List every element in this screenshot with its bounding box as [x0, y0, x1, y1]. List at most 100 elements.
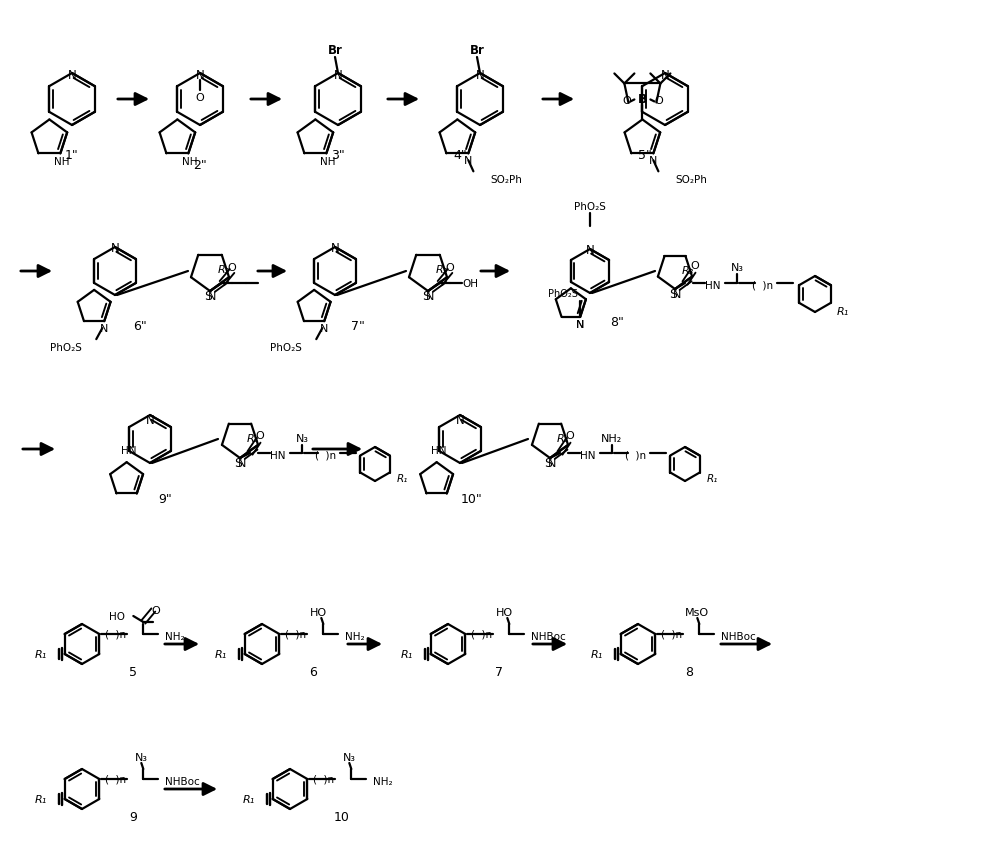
Text: R₃: R₃	[681, 266, 694, 276]
Text: S: S	[234, 457, 242, 470]
Text: R₃: R₃	[247, 433, 259, 443]
Text: PhO₂S: PhO₂S	[50, 343, 82, 353]
Text: N: N	[208, 292, 216, 301]
Text: N: N	[196, 68, 204, 82]
Text: NH: NH	[182, 158, 197, 167]
Text: 1": 1"	[65, 148, 79, 161]
Text: 5: 5	[129, 666, 137, 678]
Text: HN: HN	[121, 446, 136, 455]
Text: N: N	[68, 68, 76, 82]
Text: R₁: R₁	[590, 649, 603, 660]
Text: NH: NH	[320, 158, 335, 167]
Text: PhO₂S: PhO₂S	[270, 343, 302, 353]
Text: NHBoc: NHBoc	[721, 631, 756, 641]
Text: (  )n: ( )n	[285, 629, 306, 639]
Text: R₁: R₁	[242, 794, 255, 804]
Text: O: O	[654, 96, 663, 106]
Text: (  )n: ( )n	[313, 774, 334, 784]
Text: MsO: MsO	[685, 607, 709, 617]
Text: (  )n: ( )n	[471, 629, 492, 639]
Text: O: O	[691, 261, 699, 270]
Text: 3": 3"	[331, 148, 345, 161]
Text: 6": 6"	[133, 320, 147, 333]
Text: NHBoc: NHBoc	[531, 631, 566, 641]
Text: N: N	[331, 242, 339, 255]
Text: HO: HO	[310, 607, 327, 617]
Text: N₃: N₃	[730, 263, 744, 273]
Text: N: N	[649, 156, 658, 166]
Text: SO₂Ph: SO₂Ph	[675, 175, 707, 185]
Text: R₁: R₁	[400, 649, 413, 660]
Text: N: N	[576, 319, 584, 330]
Text: N: N	[476, 68, 484, 82]
Text: 10": 10"	[461, 493, 483, 506]
Text: 8: 8	[685, 666, 693, 678]
Text: SO₂Ph: SO₂Ph	[490, 175, 522, 185]
Text: O: O	[196, 93, 204, 102]
Text: N: N	[661, 68, 669, 82]
Text: 4": 4"	[453, 148, 467, 161]
Text: (  )n: ( )n	[625, 450, 647, 461]
Text: NH: NH	[54, 158, 69, 167]
Text: R₁: R₁	[34, 649, 47, 660]
Text: R₁: R₁	[706, 474, 718, 483]
Text: (  )n: ( )n	[105, 629, 126, 639]
Text: B: B	[638, 93, 647, 106]
Text: N₃: N₃	[343, 753, 356, 762]
Text: O: O	[622, 96, 631, 106]
Text: O: O	[566, 430, 574, 441]
Text: N: N	[334, 68, 342, 82]
Text: Br: Br	[470, 43, 484, 57]
Text: S: S	[544, 457, 552, 470]
Text: O: O	[256, 430, 264, 441]
Text: S: S	[422, 290, 430, 303]
Text: N: N	[238, 458, 246, 468]
Text: N: N	[586, 245, 594, 257]
Text: 7: 7	[495, 666, 503, 678]
Text: N: N	[548, 458, 556, 468]
Text: NH₂: NH₂	[345, 631, 365, 641]
Text: Br: Br	[328, 43, 342, 57]
Text: O: O	[446, 263, 454, 273]
Text: HN: HN	[580, 450, 596, 461]
Text: N: N	[426, 292, 434, 301]
Text: N: N	[456, 414, 464, 427]
Text: NH₂: NH₂	[601, 433, 623, 443]
Text: 6: 6	[309, 666, 317, 678]
Text: (  )n: ( )n	[752, 281, 774, 291]
Text: N: N	[673, 289, 681, 300]
Text: N: N	[100, 324, 108, 334]
Text: 8": 8"	[610, 315, 624, 328]
Text: OH: OH	[462, 279, 478, 288]
Text: R₁: R₁	[837, 307, 849, 317]
Text: 10: 10	[333, 810, 349, 823]
Text: NH₂: NH₂	[373, 776, 393, 786]
Text: O: O	[228, 263, 236, 273]
Text: (  )n: ( )n	[315, 450, 337, 461]
Text: R₁: R₁	[34, 794, 47, 804]
Text: S: S	[669, 288, 677, 301]
Text: N₃: N₃	[296, 433, 309, 443]
Text: 2": 2"	[193, 158, 207, 171]
Text: HN: HN	[705, 281, 721, 291]
Text: PhO₂S: PhO₂S	[548, 288, 578, 299]
Text: 9: 9	[129, 810, 137, 823]
Text: NHBoc: NHBoc	[165, 776, 200, 786]
Text: R₃: R₃	[436, 264, 448, 275]
Text: (  )n: ( )n	[661, 629, 682, 639]
Text: N: N	[320, 324, 328, 334]
Text: HO: HO	[496, 607, 513, 617]
Text: R₃: R₃	[218, 264, 230, 275]
Text: R₁: R₁	[396, 474, 408, 483]
Text: HN: HN	[431, 446, 446, 455]
Text: 9": 9"	[158, 493, 172, 506]
Text: N₃: N₃	[135, 753, 148, 762]
Text: S: S	[204, 290, 212, 303]
Text: 5": 5"	[638, 148, 652, 161]
Text: R₃: R₃	[557, 433, 569, 443]
Text: O: O	[151, 605, 160, 616]
Text: HO: HO	[109, 611, 125, 622]
Text: N: N	[111, 242, 119, 255]
Text: N: N	[576, 319, 584, 330]
Text: (  )n: ( )n	[105, 774, 126, 784]
